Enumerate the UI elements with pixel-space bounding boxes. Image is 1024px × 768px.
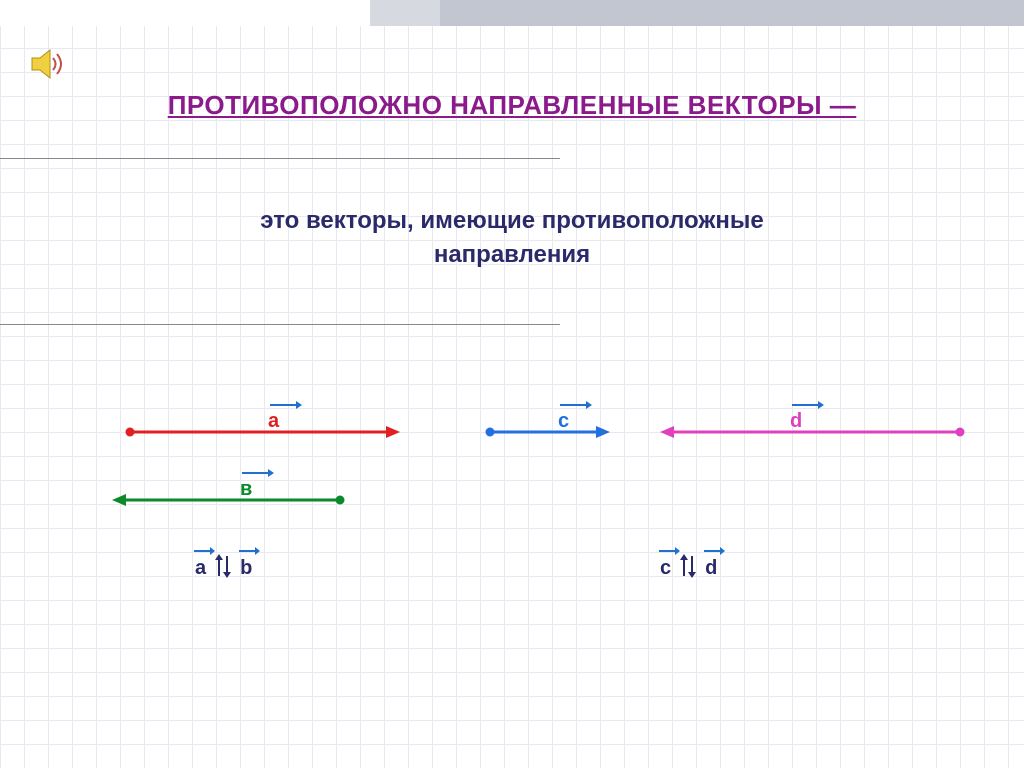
topbar-seg-1	[0, 0, 370, 26]
vector-label-b: в	[240, 466, 274, 501]
notation-ab-sym2: b	[240, 553, 252, 580]
topbar-seg-2	[370, 0, 440, 26]
sound-icon	[30, 48, 66, 85]
notation-cd: c d	[660, 552, 717, 580]
slide-content: ПРОТИВОПОЛОЖНО НАПРАВЛЕННЫЕ ВЕКТОРЫ — эт…	[0, 0, 1024, 768]
vector-label-c: с	[558, 398, 592, 433]
notation-cd-sym2: d	[705, 553, 717, 580]
topbar-seg-3	[440, 0, 1024, 26]
vector-label-d: d	[790, 398, 824, 433]
vector-label-a-text: а	[268, 410, 279, 432]
vector-label-c-text: с	[558, 410, 569, 432]
notation-cd-sym1: c	[660, 553, 671, 580]
vector-label-d-text: d	[790, 410, 802, 432]
notation-cd-d: d	[705, 557, 717, 579]
notation-cd-c: c	[660, 557, 671, 579]
top-bar	[0, 0, 1024, 26]
vector-label-a: а	[268, 398, 302, 433]
notation-ab: a b	[195, 552, 252, 580]
notation-ab-b: b	[240, 557, 252, 579]
antiparallel-icon	[677, 552, 699, 580]
notation-ab-a: a	[195, 557, 206, 579]
antiparallel-icon	[212, 552, 234, 580]
vectors-diagram	[0, 0, 1024, 768]
notation-ab-sym1: a	[195, 553, 206, 580]
vector-label-b-text: в	[240, 478, 252, 500]
